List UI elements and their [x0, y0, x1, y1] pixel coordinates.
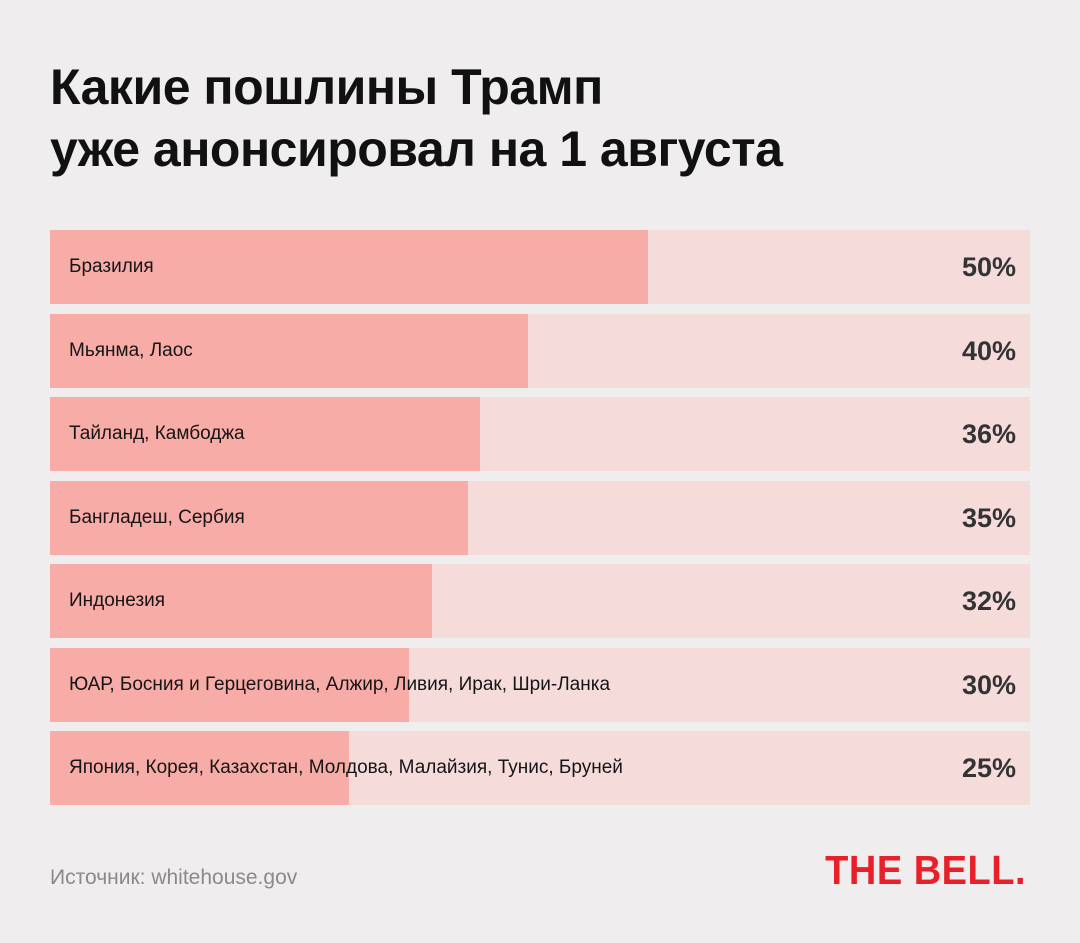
bar-value-label: 30% [961, 670, 1016, 700]
bar-label: ЮАР, Босния и Герцеговина, Алжир, Ливия,… [69, 674, 611, 695]
source-note: Источник: whitehouse.gov [50, 866, 298, 889]
bar-row: Бангладеш, Сербия 35% [50, 481, 1030, 555]
bar-label: Япония, Корея, Казахстан, Молдова, Малай… [69, 757, 623, 778]
bar-value-label: 40% [961, 336, 1016, 366]
bar [50, 481, 468, 555]
bar-label: Мьянма, Лаос [69, 340, 193, 361]
bar-label: Тайланд, Камбоджа [69, 423, 245, 444]
bar-row: Мьянма, Лаос 40% [50, 314, 1030, 388]
bar-label: Бангладеш, Сербия [69, 507, 245, 528]
chart-title-line-2: уже анонсировал на 1 августа [50, 121, 783, 177]
bar-row: ЮАР, Босния и Герцеговина, Алжир, Ливия,… [50, 648, 1030, 722]
the-bell-logo: THE BELL. [825, 848, 1026, 894]
bar [50, 230, 648, 304]
bar-value-label: 25% [961, 753, 1016, 783]
bar-value-label: 35% [961, 503, 1016, 533]
bar-row: Индонезия 32% [50, 564, 1030, 638]
bar-label: Индонезия [69, 590, 166, 611]
bar-row: Тайланд, Камбоджа 36% [50, 397, 1030, 471]
bar [50, 564, 432, 638]
bar [50, 314, 528, 388]
bar [50, 648, 409, 722]
bar-value-label: 32% [961, 586, 1016, 616]
bar-row: Япония, Корея, Казахстан, Молдова, Малай… [50, 731, 1030, 805]
chart-title-line-1: Какие пошлины Трамп [50, 59, 603, 115]
chart-title: Какие пошлины Трамп уже анонсировал на 1… [50, 56, 1030, 180]
bar-value-label: 50% [961, 252, 1016, 282]
bar-value-label: 36% [961, 419, 1016, 449]
bar-row: Бразилия 50% [50, 230, 1030, 304]
bar [50, 731, 349, 805]
bar-label: Бразилия [69, 256, 154, 277]
bar [50, 397, 480, 471]
